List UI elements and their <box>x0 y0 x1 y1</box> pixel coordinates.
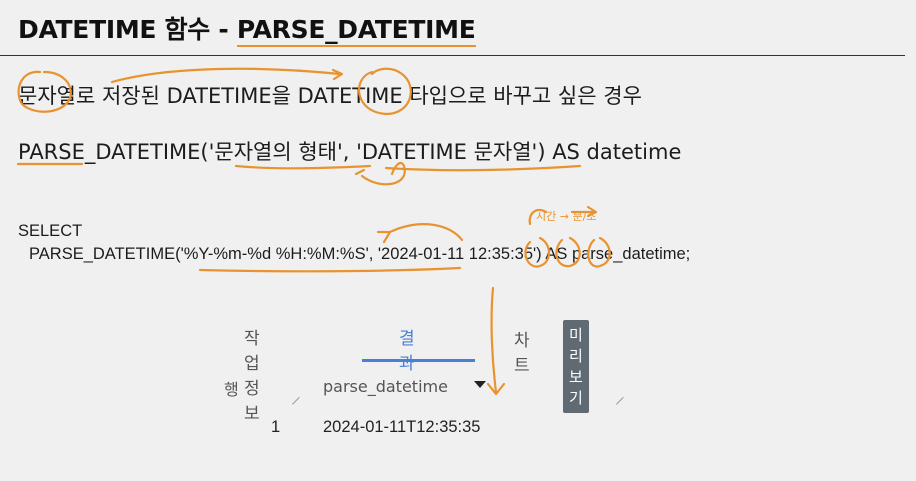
column-header-parse-datetime[interactable]: parse_datetime <box>323 377 448 396</box>
code-line-select: SELECT <box>18 222 83 240</box>
code-line-parse: PARSE_DATETIME('%Y-%m-%d %H:%M:%S', '202… <box>29 245 691 263</box>
active-tab-indicator <box>362 359 475 362</box>
sort-desc-icon[interactable] <box>474 381 486 388</box>
table-cell-parse-datetime: 2024-01-11T12:35:35 <box>323 418 481 436</box>
column-header-row: 행 <box>224 380 239 399</box>
sql-code-block: SELECT PARSE_DATETIME('%Y-%m-%d %H:%M:%S… <box>18 220 690 266</box>
description-line: 문자열로 저장된 DATETIME을 DATETIME 타입으로 바꾸고 싶은 … <box>18 84 642 108</box>
tab-results[interactable]: 결과 <box>399 329 415 374</box>
title-highlight: PARSE_DATETIME <box>236 15 476 47</box>
column-resize-handle[interactable] <box>616 396 624 404</box>
title-prefix: DATETIME 함수 - <box>18 15 237 44</box>
syntax-line: PARSE_DATETIME('문자열의 형태', 'DATETIME 문자열'… <box>18 140 682 164</box>
tab-chart[interactable]: 차트 <box>514 331 530 376</box>
tab-job-info[interactable]: 작업 정보 <box>244 329 260 424</box>
column-resize-handle[interactable] <box>292 396 300 404</box>
table-row-number: 1 <box>271 418 281 436</box>
slide-title: DATETIME 함수 - PARSE_DATETIME <box>18 10 476 47</box>
preview-badge: 미리보기 <box>563 320 589 413</box>
title-divider <box>0 55 905 56</box>
